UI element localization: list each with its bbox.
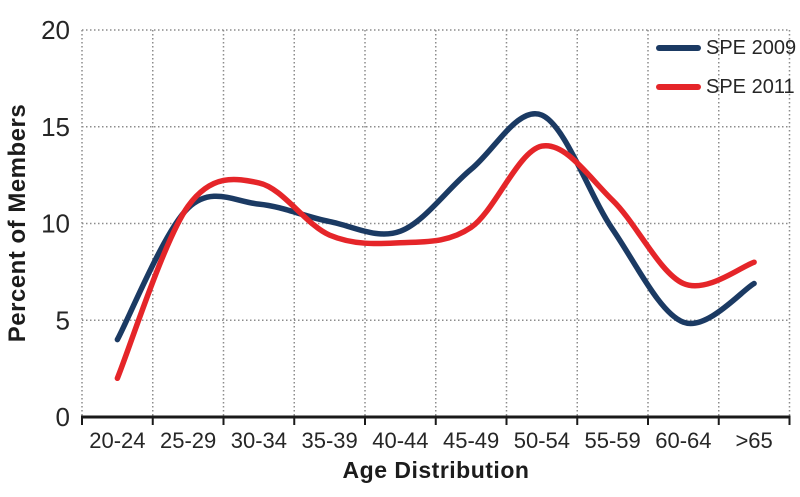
series-line-spe-2011 <box>114 143 757 382</box>
legend-item-spe-2009: SPE 2009 <box>656 36 796 60</box>
y-tick-label: 15 <box>41 112 70 142</box>
legend: SPE 2009 SPE 2011 <box>656 36 796 99</box>
x-tick-label: 55-59 <box>584 428 640 453</box>
x-tick-label: 45-49 <box>443 428 499 453</box>
x-tick-label: 25-29 <box>160 428 216 453</box>
y-tick-label: 0 <box>56 402 70 432</box>
y-tick-label: 20 <box>41 15 70 45</box>
x-tick-label: >65 <box>735 428 772 453</box>
legend-swatch-spe-2011 <box>656 84 701 90</box>
series-line-spe-2009 <box>114 110 757 343</box>
y-axis-title: Percent of Members <box>4 103 31 343</box>
y-tick-label: 5 <box>56 305 70 335</box>
x-tick-label: 50-54 <box>514 428 570 453</box>
legend-item-spe-2011: SPE 2011 <box>656 75 796 99</box>
y-tick-label: 10 <box>41 209 70 239</box>
x-tick-label: 60-64 <box>655 428 711 453</box>
legend-label-spe-2011: SPE 2011 <box>706 75 795 98</box>
x-axis-title: Age Distribution <box>342 457 530 483</box>
legend-swatch-spe-2009 <box>656 45 701 51</box>
x-tick-label: 30-34 <box>231 428 287 453</box>
legend-label-spe-2009: SPE 2009 <box>706 36 797 59</box>
x-tick-label: 40-44 <box>372 428 428 453</box>
x-tick-label: 35-39 <box>301 428 357 453</box>
x-tick-label: 20-24 <box>89 428 145 453</box>
